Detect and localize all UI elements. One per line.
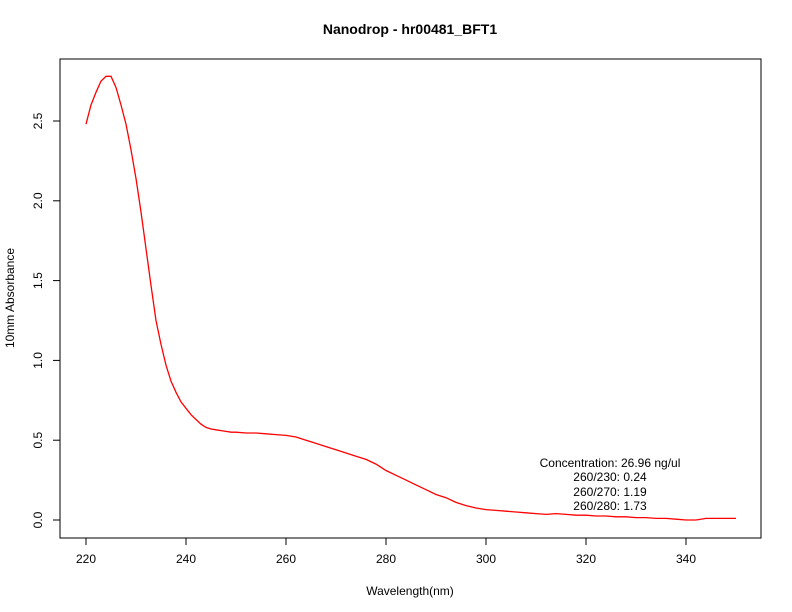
x-tick-label: 320 bbox=[576, 552, 596, 566]
x-axis-label: Wavelength(nm) bbox=[366, 584, 454, 598]
annotation-ratio-260-270: 260/270: 1.19 bbox=[573, 485, 647, 499]
y-tick-label: 2.0 bbox=[31, 192, 45, 209]
y-tick-label: 1.0 bbox=[31, 352, 45, 369]
x-tick-label: 340 bbox=[676, 552, 696, 566]
chart-title: Nanodrop - hr00481_BFT1 bbox=[323, 21, 497, 37]
x-tick-label: 260 bbox=[276, 552, 296, 566]
x-tick-label: 220 bbox=[76, 552, 96, 566]
annotation-ratio-260-280: 260/280: 1.73 bbox=[573, 499, 647, 513]
x-tick-label: 240 bbox=[176, 552, 196, 566]
x-tick-label: 280 bbox=[376, 552, 396, 566]
annotation-concentration: Concentration: 26.96 ng/ul bbox=[540, 456, 681, 470]
x-tick-label: 300 bbox=[476, 552, 496, 566]
y-axis: 0.0 0.5 1.0 1.5 2.0 2.5 bbox=[31, 112, 61, 528]
x-axis: 220 240 260 280 300 320 340 bbox=[76, 537, 696, 566]
annotation-block: Concentration: 26.96 ng/ul 260/230: 0.24… bbox=[540, 456, 681, 513]
y-tick-label: 1.5 bbox=[31, 272, 45, 289]
y-tick-label: 0.5 bbox=[31, 432, 45, 449]
y-tick-label: 0.0 bbox=[31, 511, 45, 528]
absorbance-series-line bbox=[85, 75, 736, 521]
y-axis-label: 10mm Absorbance bbox=[3, 248, 17, 348]
y-tick-label: 2.5 bbox=[31, 112, 45, 129]
annotation-ratio-260-230: 260/230: 0.24 bbox=[573, 470, 647, 484]
